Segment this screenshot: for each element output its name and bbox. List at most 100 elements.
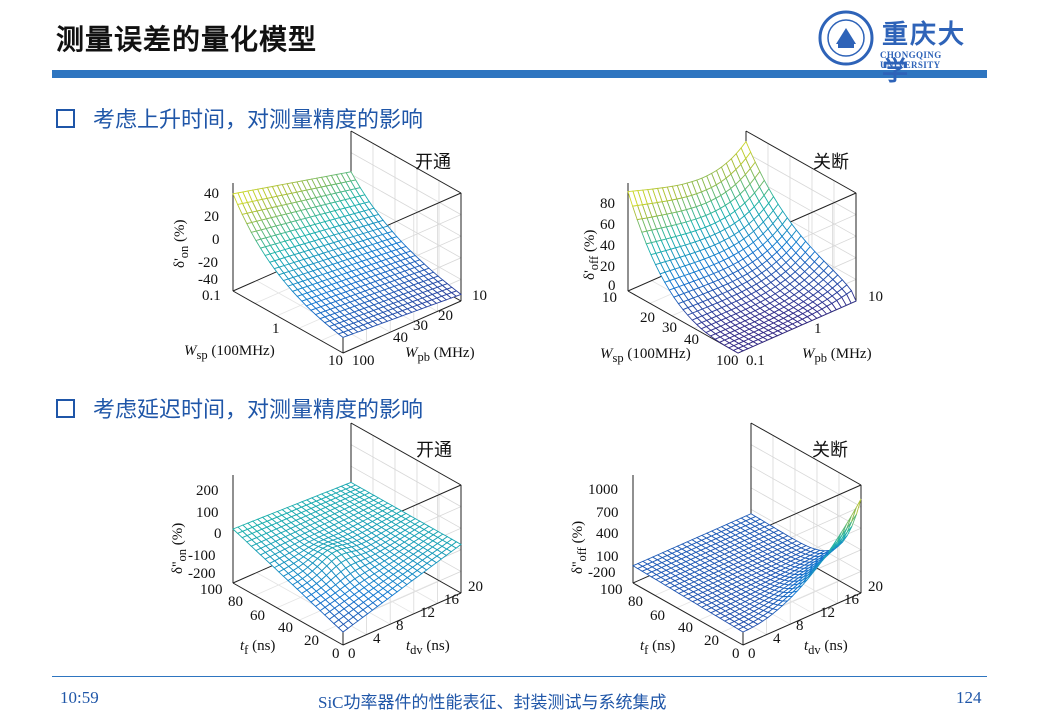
z-tick: 200 — [196, 483, 219, 499]
z-label-main: δ'' — [170, 561, 186, 574]
y-label-main: W — [802, 346, 815, 362]
z-label-unit: (%) — [570, 520, 586, 544]
y-tick: 12 — [820, 605, 835, 621]
surface-plot-delay-off-canvas — [632, 422, 862, 646]
y-label-main: t — [406, 638, 411, 654]
z-axis-label: δ''off (%) — [570, 521, 590, 574]
z-axis-label: δ'off (%) — [582, 230, 602, 280]
y-label-main: t — [804, 638, 809, 654]
y-tick: 10 — [472, 288, 487, 304]
x-tick: 20 — [704, 633, 719, 649]
surface-plot-rise-off: 关断 δ'off (%) 80 60 40 20 0 10 20 30 40 1… — [580, 130, 900, 373]
y-tick: 0 — [748, 646, 756, 662]
z-tick: 20 — [204, 209, 219, 225]
axis-frame-line — [342, 300, 462, 354]
axis-frame-line — [742, 592, 862, 646]
x-tick: 0 — [732, 646, 740, 662]
z-axis-label: δ'on (%) — [172, 219, 192, 268]
z-label-main: δ'' — [570, 561, 586, 574]
y-axis-label: Wpb (MHz) — [802, 346, 872, 366]
z-tick: 400 — [596, 526, 619, 542]
y-tick: 10 — [868, 289, 883, 305]
x-tick: 40 — [678, 620, 693, 636]
y-label-sub: pb — [417, 350, 431, 364]
y-label-unit: (MHz) — [830, 346, 872, 362]
y-label-unit: (ns) — [824, 638, 848, 654]
axis-frame-line — [750, 422, 862, 486]
bullet-rise-time: 考虑上升时间，对测量精度的影响 — [56, 102, 423, 134]
logo-subtitle: CHONGQING UNIVERSITY — [880, 50, 942, 70]
axis-frame-line — [632, 582, 744, 646]
x-label-sub: f — [644, 643, 649, 657]
x-label-sub: sp — [196, 348, 208, 362]
z-axis-label: δ''on (%) — [170, 523, 190, 574]
x-label-sub: f — [244, 643, 249, 657]
x-tick: 60 — [250, 608, 265, 624]
y-axis-label: Wpb (MHz) — [405, 345, 475, 365]
x-tick: 30 — [662, 320, 677, 336]
bullet-box-icon — [56, 398, 75, 418]
y-label-main: W — [405, 345, 418, 361]
x-label-unit: (100MHz) — [627, 346, 691, 362]
x-label-unit: (ns) — [252, 638, 276, 654]
x-axis-label: Wsp (100MHz) — [184, 343, 275, 363]
z-label-sub: on — [175, 549, 189, 562]
z-label-sub: off — [575, 547, 589, 562]
z-tick: 100 — [196, 505, 219, 521]
z-tick: 0 — [214, 526, 222, 542]
y-tick: 0.1 — [746, 353, 765, 369]
axis-frame-line — [232, 290, 344, 354]
university-logo: 重庆大学 CHONGQING UNIVERSITY — [818, 10, 993, 87]
x-tick: 40 — [684, 332, 699, 348]
x-label-main: t — [640, 638, 645, 654]
z-tick: 1000 — [588, 482, 618, 498]
surface-plot-rise-on: 开通 δ'on (%) 40 20 0 -20 -40 0.1 1 10 Wsp… — [172, 130, 500, 373]
x-tick: 100 — [716, 353, 739, 369]
y-tick: 20 — [868, 579, 883, 595]
x-tick: 20 — [640, 310, 655, 326]
x-tick: 0.1 — [202, 288, 221, 304]
x-tick: 10 — [328, 353, 343, 369]
y-tick: 16 — [844, 592, 859, 608]
y-tick: 0 — [348, 646, 356, 662]
z-label-unit: (%) — [170, 522, 186, 546]
y-label-sub: pb — [814, 351, 828, 365]
footer-time: 10:59 — [60, 688, 99, 707]
x-tick: 80 — [628, 594, 643, 610]
z-tick: 0 — [608, 278, 616, 294]
x-label-main: t — [240, 638, 245, 654]
logo-name: 重庆大学 — [882, 20, 967, 87]
bullet-box-icon — [56, 108, 75, 128]
z-label-main: δ' — [172, 258, 188, 268]
bullet-delay-time: 考虑延迟时间，对测量精度的影响 — [56, 392, 423, 424]
y-tick: 4 — [773, 631, 781, 647]
z-tick: 700 — [596, 505, 619, 521]
z-tick: -20 — [198, 255, 218, 271]
x-label-main: W — [600, 346, 613, 362]
axis-frame-line — [350, 130, 462, 194]
footer-divider — [52, 676, 987, 677]
x-tick: 20 — [304, 633, 319, 649]
surface-plot-delay-on-canvas — [232, 422, 462, 646]
plot-title: 关断 — [813, 152, 849, 173]
university-emblem-icon — [818, 10, 874, 66]
x-label-unit: (ns) — [652, 638, 676, 654]
axis-frame-line — [350, 422, 462, 486]
x-tick: 80 — [228, 594, 243, 610]
y-tick: 8 — [796, 618, 804, 634]
surface-plot-rise-on-canvas — [232, 130, 462, 354]
surface-plot-delay-off: 关断 δ''off (%) 1000 700 400 100 -200 100 … — [570, 422, 900, 668]
axis-frame-line — [232, 582, 344, 646]
z-tick: -200 — [188, 566, 216, 582]
y-label-sub: dv — [808, 643, 821, 657]
surface-cell — [232, 192, 244, 205]
y-tick: 20 — [438, 308, 453, 324]
x-tick: 10 — [602, 290, 617, 306]
footer-page-number: 124 — [956, 688, 982, 707]
axis-frame-line — [745, 130, 857, 194]
y-tick: 16 — [444, 592, 459, 608]
z-tick: -40 — [198, 272, 218, 288]
y-tick: 30 — [413, 318, 428, 334]
z-tick: -100 — [188, 548, 216, 564]
y-label-unit: (ns) — [426, 638, 450, 654]
